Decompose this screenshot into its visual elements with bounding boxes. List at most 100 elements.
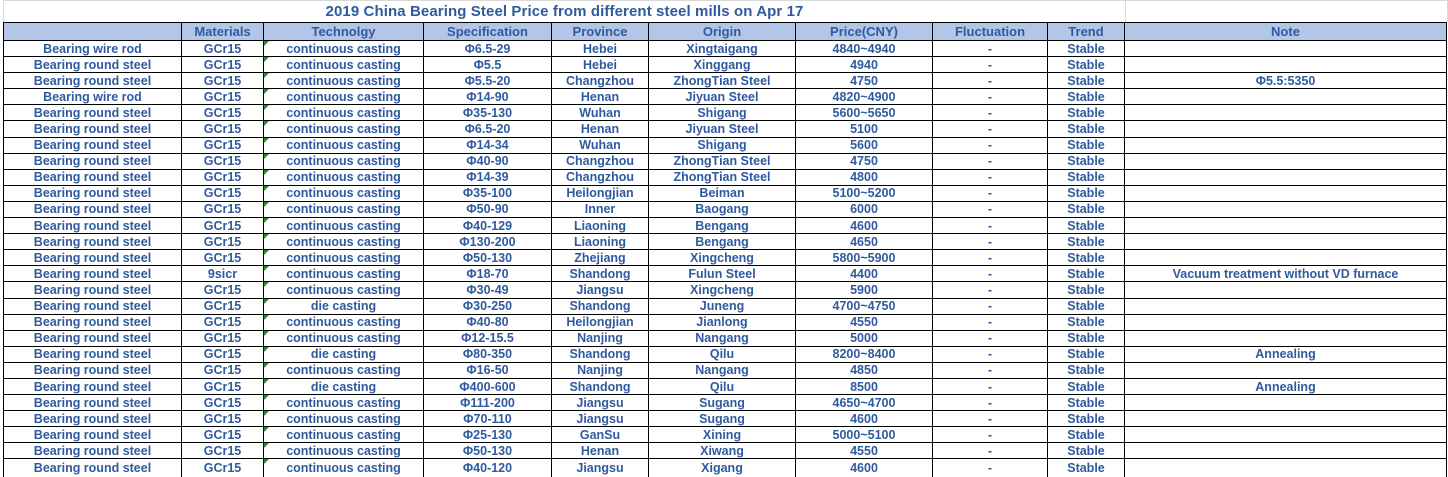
cell-product[interactable]: Bearing round steel bbox=[3, 329, 182, 347]
cell-price[interactable]: 8200~8400 bbox=[795, 345, 933, 363]
cell-province[interactable]: Zhejiang bbox=[551, 249, 649, 267]
cell-fluctuation[interactable]: - bbox=[932, 313, 1048, 331]
cell-specification[interactable]: Φ70-110 bbox=[423, 410, 552, 428]
cell-fluctuation[interactable]: - bbox=[932, 88, 1048, 106]
cell-price[interactable]: 4550 bbox=[795, 313, 933, 331]
cell-trend[interactable]: Stable bbox=[1047, 281, 1125, 299]
cell-product[interactable]: Bearing round steel bbox=[3, 184, 182, 202]
cell-trend[interactable]: Stable bbox=[1047, 72, 1125, 90]
cell-fluctuation[interactable]: - bbox=[932, 152, 1048, 170]
cell-materials[interactable]: 9sicr bbox=[181, 265, 264, 283]
cell-specification[interactable]: Φ6.5-29 bbox=[423, 39, 552, 58]
cell-technology[interactable]: continuous casting bbox=[263, 265, 424, 283]
cell-trend[interactable]: Stable bbox=[1047, 313, 1125, 331]
cell-specification[interactable]: Φ14-34 bbox=[423, 136, 552, 154]
cell-product[interactable]: Bearing round steel bbox=[3, 410, 182, 428]
cell-trend[interactable]: Stable bbox=[1047, 168, 1125, 186]
cell-fluctuation[interactable]: - bbox=[932, 233, 1048, 251]
cell-specification[interactable]: Φ5.5 bbox=[423, 56, 552, 74]
cell-price[interactable]: 5100 bbox=[795, 120, 933, 138]
cell-price[interactable]: 5600 bbox=[795, 136, 933, 154]
cell-note[interactable] bbox=[1124, 394, 1447, 412]
cell-fluctuation[interactable]: - bbox=[932, 426, 1048, 444]
cell-fluctuation[interactable]: - bbox=[932, 361, 1048, 379]
cell-specification[interactable]: Φ50-130 bbox=[423, 442, 552, 460]
cell-note[interactable]: Annealing bbox=[1124, 345, 1447, 363]
cell-trend[interactable]: Stable bbox=[1047, 442, 1125, 460]
cell-trend[interactable]: Stable bbox=[1047, 152, 1125, 170]
cell-note[interactable]: Annealing bbox=[1124, 377, 1447, 396]
cell-specification[interactable]: Φ50-130 bbox=[423, 249, 552, 267]
cell-trend[interactable]: Stable bbox=[1047, 265, 1125, 283]
cell-technology[interactable]: continuous casting bbox=[263, 168, 424, 186]
cell-price[interactable]: 4650~4700 bbox=[795, 394, 933, 412]
cell-price[interactable]: 4550 bbox=[795, 442, 933, 460]
cell-specification[interactable]: Φ40-90 bbox=[423, 152, 552, 170]
cell-note[interactable] bbox=[1124, 104, 1447, 122]
cell-technology[interactable]: continuous casting bbox=[263, 39, 424, 58]
cell-product[interactable]: Bearing round steel bbox=[3, 345, 182, 363]
cell-materials[interactable]: GCr15 bbox=[181, 313, 264, 331]
cell-specification[interactable]: Φ40-129 bbox=[423, 217, 552, 235]
cell-note[interactable] bbox=[1124, 410, 1447, 428]
cell-trend[interactable]: Stable bbox=[1047, 88, 1125, 106]
cell-note[interactable] bbox=[1124, 88, 1447, 106]
cell-product[interactable]: Bearing round steel bbox=[3, 56, 182, 74]
cell-province[interactable]: Changzhou bbox=[551, 72, 649, 90]
cell-price[interactable]: 5100~5200 bbox=[795, 184, 933, 202]
cell-price[interactable]: 4750 bbox=[795, 152, 933, 170]
cell-province[interactable]: Heilongjian bbox=[551, 184, 649, 202]
cell-materials[interactable]: GCr15 bbox=[181, 200, 264, 219]
cell-trend[interactable]: Stable bbox=[1047, 233, 1125, 251]
cell-technology[interactable]: continuous casting bbox=[263, 458, 424, 477]
cell-note[interactable] bbox=[1124, 184, 1447, 202]
cell-specification[interactable]: Φ111-200 bbox=[423, 394, 552, 412]
cell-product[interactable]: Bearing round steel bbox=[3, 265, 182, 283]
cell-materials[interactable]: GCr15 bbox=[181, 136, 264, 154]
cell-specification[interactable]: Φ25-130 bbox=[423, 426, 552, 444]
cell-province[interactable]: Shandong bbox=[551, 345, 649, 363]
cell-product[interactable]: Bearing round steel bbox=[3, 152, 182, 170]
cell-origin[interactable]: Xigang bbox=[648, 458, 796, 477]
cell-note[interactable] bbox=[1124, 217, 1447, 235]
cell-technology[interactable]: continuous casting bbox=[263, 329, 424, 347]
cell-specification[interactable]: Φ80-350 bbox=[423, 345, 552, 363]
cell-note[interactable]: Φ5.5:5350 bbox=[1124, 72, 1447, 90]
cell-specification[interactable]: Φ35-130 bbox=[423, 104, 552, 122]
cell-province[interactable]: Shandong bbox=[551, 377, 649, 396]
cell-province[interactable]: Jiangsu bbox=[551, 281, 649, 299]
cell-province[interactable]: Wuhan bbox=[551, 136, 649, 154]
cell-product[interactable]: Bearing round steel bbox=[3, 120, 182, 138]
column-header-product[interactable] bbox=[3, 22, 182, 41]
cell-fluctuation[interactable]: - bbox=[932, 345, 1048, 363]
cell-province[interactable]: Heilongjian bbox=[551, 313, 649, 331]
cell-specification[interactable]: Φ50-90 bbox=[423, 200, 552, 219]
cell-province[interactable]: Hebei bbox=[551, 39, 649, 58]
cell-technology[interactable]: continuous casting bbox=[263, 136, 424, 154]
cell-product[interactable]: Bearing round steel bbox=[3, 458, 182, 477]
cell-materials[interactable]: GCr15 bbox=[181, 281, 264, 299]
cell-price[interactable]: 5000 bbox=[795, 329, 933, 347]
cell-note[interactable] bbox=[1124, 297, 1447, 315]
cell-materials[interactable]: GCr15 bbox=[181, 184, 264, 202]
cell-technology[interactable]: continuous casting bbox=[263, 313, 424, 331]
cell-materials[interactable]: GCr15 bbox=[181, 458, 264, 477]
cell-origin[interactable]: Bengang bbox=[648, 217, 796, 235]
cell-price[interactable]: 4840~4940 bbox=[795, 39, 933, 58]
cell-origin[interactable]: Xiwang bbox=[648, 442, 796, 460]
cell-trend[interactable]: Stable bbox=[1047, 249, 1125, 267]
cell-product[interactable]: Bearing wire rod bbox=[3, 88, 182, 106]
cell-product[interactable]: Bearing wire rod bbox=[3, 39, 182, 58]
cell-origin[interactable]: Jianlong bbox=[648, 313, 796, 331]
column-header-technology[interactable]: Technolgy bbox=[263, 22, 424, 41]
cell-fluctuation[interactable]: - bbox=[932, 56, 1048, 74]
cell-technology[interactable]: continuous casting bbox=[263, 56, 424, 74]
cell-technology[interactable]: continuous casting bbox=[263, 184, 424, 202]
cell-price[interactable]: 5900 bbox=[795, 281, 933, 299]
cell-specification[interactable]: Φ40-120 bbox=[423, 458, 552, 477]
cell-province[interactable]: Inner bbox=[551, 200, 649, 219]
cell-price[interactable]: 8500 bbox=[795, 377, 933, 396]
cell-note[interactable] bbox=[1124, 136, 1447, 154]
cell-product[interactable]: Bearing round steel bbox=[3, 200, 182, 219]
cell-trend[interactable]: Stable bbox=[1047, 394, 1125, 412]
